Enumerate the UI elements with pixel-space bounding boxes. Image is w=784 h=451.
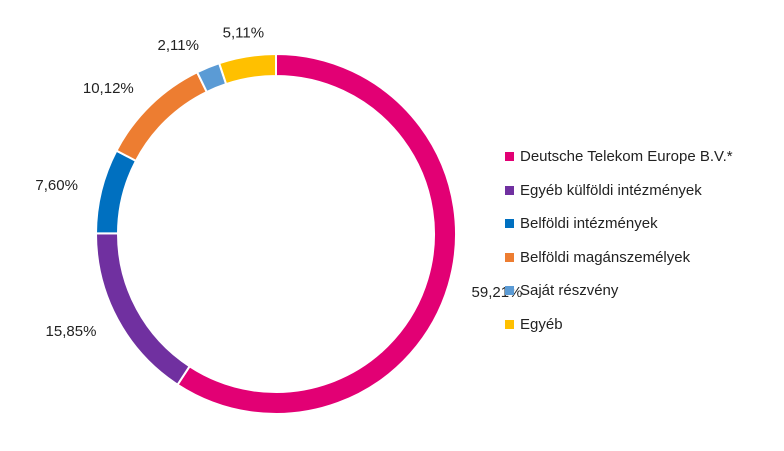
slice-5 (217, 52, 277, 86)
legend-swatch-2 (505, 219, 514, 229)
legend-item-1: Egyéb külföldi intézmények (505, 174, 733, 208)
legend-item-5: Egyéb (505, 308, 733, 342)
slice-1 (95, 232, 191, 387)
legend-swatch-1 (505, 185, 514, 195)
legend-item-2: Belföldi intézmények (505, 207, 733, 241)
legend-swatch-3 (505, 252, 514, 262)
data-label-1: 15,85% (46, 323, 97, 340)
legend-label-4: Saját részvény (520, 282, 619, 300)
legend-label-3: Belföldi magánszemélyek (520, 248, 691, 266)
legend-swatch-4 (505, 286, 514, 296)
chart-legend: Deutsche Telekom Europe B.V.* Egyéb külfö… (505, 140, 733, 341)
legend-item-3: Belföldi magánszemélyek (505, 241, 733, 275)
legend-swatch-0 (505, 152, 514, 162)
legend-label-1: Egyéb külföldi intézmények (520, 181, 702, 199)
slice-2 (94, 149, 138, 235)
slice-0 (176, 52, 457, 415)
data-label-2: 7,60% (35, 177, 78, 194)
legend-label-5: Egyéb (520, 315, 563, 333)
legend-label-2: Belföldi intézmények (520, 215, 658, 233)
legend-label-0: Deutsche Telekom Europe B.V.* (520, 148, 733, 166)
legend-swatch-5 (505, 319, 514, 329)
data-label-4: 2,11% (158, 37, 199, 54)
data-label-5: 5,11% (223, 25, 264, 42)
legend-item-4: Saját részvény (505, 274, 733, 308)
legend-item-0: Deutsche Telekom Europe B.V.* (505, 140, 733, 174)
data-label-3: 10,12% (83, 80, 134, 97)
donut-slices (94, 52, 457, 415)
